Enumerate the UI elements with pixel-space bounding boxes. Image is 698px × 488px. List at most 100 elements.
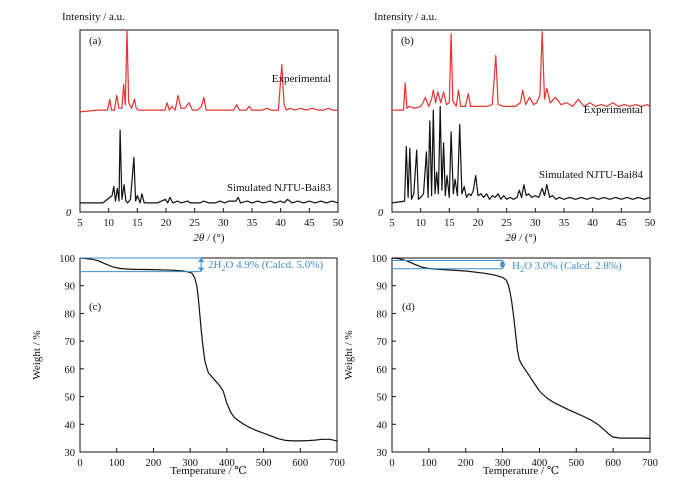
series-label-1: Simulated NJTU-Bai84 [539,169,644,181]
annotation-text: H2O 3.0% (Calcd. 2.8%) [512,260,622,274]
y-tick-label: 50 [377,393,388,404]
y-tick-label: 80 [377,309,388,320]
x-axis-title: Temperature / ℃ [170,465,246,477]
x-tick-label: 45 [304,218,315,229]
x-tick-label: 10 [415,218,426,229]
x-tick-label: 300 [182,458,198,469]
y-tick-label: 40 [377,420,388,431]
panel-tag: (c) [89,301,102,313]
x-tick-label: 100 [109,458,125,469]
panel-b: 5 10 15 20 25 30 35 40 45 50 0 2θ / (°) Intensity / … [374,11,655,244]
annotation-text-value: O 3.0% (Calcd. 2.8%) [524,260,622,272]
x-tick-label: 35 [247,218,258,229]
x-tick-label: 30 [530,218,541,229]
series-label-1: Simulated NJTU-Bai83 [227,182,332,194]
y-tick-label: 30 [65,448,76,459]
annotation-arrow-up [198,258,205,262]
panel-c: 0 100 200 300 400 500 600 700 30 40 50 60 70 80 90 100 T… [31,254,345,477]
x-tick-label: 20 [161,218,172,229]
plot-frame [391,29,651,213]
y-tick-label: 50 [65,393,76,404]
y-axis-title: Weight / % [31,330,43,379]
annotation-text-formula: 2H [208,259,222,271]
x-tick-label: 200 [146,458,162,469]
annotation-text-value: O 4.9% (Calcd. 5.0%) [225,259,323,271]
annotation-text: 2H2O 4.9% (Calcd. 5.0%) [208,259,324,273]
y-tick-label: 90 [65,282,76,293]
x-tick-label: 0 [77,458,82,469]
x-tick-label: 30 [218,218,229,229]
panel-d: 0 100 200 300 400 500 600 700 30 40 50 60 70 80 90 100 T… [343,254,658,477]
panel-a: 5 10 15 20 25 30 35 40 45 50 0 2θ / (°) Intensity / … [62,11,343,244]
x-tick-label: 50 [645,218,656,229]
y-tick-label: 60 [65,365,76,376]
x-tick-label: 400 [219,458,235,469]
x-tick-label: 700 [329,458,345,469]
y-tick-label: 70 [65,337,76,348]
series-line-0 [391,257,651,439]
x-tick-label: 5 [77,218,82,229]
series-label-0: Experimental [272,73,331,85]
y-tick-label: 60 [377,365,388,376]
y-tick-label: 70 [377,337,388,348]
x-tick-label: 300 [495,458,511,469]
y-tick-label: 80 [65,309,76,320]
x-tick-label: 40 [587,218,598,229]
x-tick-label: 15 [444,218,455,229]
y-tick-label: 30 [377,448,388,459]
y-axis-title: Intensity / a.u. [374,11,437,23]
x-tick-label: 5 [389,218,394,229]
x-tick-label: 45 [616,218,627,229]
series-line-0 [79,257,338,442]
annotation-text-subscript: 2 [520,265,524,274]
x-axis-title: 2θ / (°) [505,232,537,244]
y-axis-title: Intensity / a.u. [62,11,125,23]
plot-frame [391,257,651,453]
x-tick-label: 500 [256,458,272,469]
y-tick-label: 90 [377,282,388,293]
y-tick-label: 100 [59,254,75,265]
x-tick-label: 500 [568,458,584,469]
annotation-text-formula: H [512,260,520,272]
series-line-1 [391,105,651,204]
annotation-arrow-up [499,260,506,265]
x-tick-label: 0 [389,458,394,469]
x-tick-label: 10 [103,218,114,229]
origin-label: 0 [66,208,72,219]
x-axis-title-unit: / (°) [204,232,225,244]
x-tick-label: 400 [532,458,548,469]
y-tick-label: 40 [65,420,76,431]
annotation-text-subscript: 2 [221,264,225,273]
panel-tag: (d) [402,301,415,313]
x-axis-title-symbol: 2θ [505,232,517,244]
x-tick-label: 35 [559,218,570,229]
plot-frame [79,257,338,453]
origin-label: 0 [378,208,384,219]
series-label-0: Experimental [584,104,643,116]
x-tick-label: 600 [292,458,308,469]
x-axis-title: 2θ / (°) [193,232,225,244]
x-tick-label: 50 [333,218,344,229]
annotation-arrow-down [499,264,506,269]
series-line-1 [80,129,339,204]
x-tick-label: 600 [605,458,621,469]
x-tick-label: 25 [189,218,200,229]
panel-tag: (a) [89,35,102,47]
series-line-0 [79,29,338,113]
x-tick-label: 20 [473,218,484,229]
y-tick-label: 100 [371,254,387,265]
plot-frame [79,29,339,213]
x-tick-label: 25 [501,218,512,229]
x-tick-label: 200 [458,458,474,469]
panel-tag: (b) [401,35,414,47]
x-axis-title: Temperature / ℃ [483,465,559,477]
x-tick-label: 40 [275,218,286,229]
x-tick-label: 700 [642,458,658,469]
annotation-arrow-down [198,267,205,272]
x-tick-label: 100 [421,458,437,469]
x-tick-label: 15 [132,218,143,229]
x-axis-title-unit: / (°) [516,232,537,244]
y-axis-title: Weight / % [343,330,355,379]
x-axis-title-symbol: 2θ [193,232,205,244]
